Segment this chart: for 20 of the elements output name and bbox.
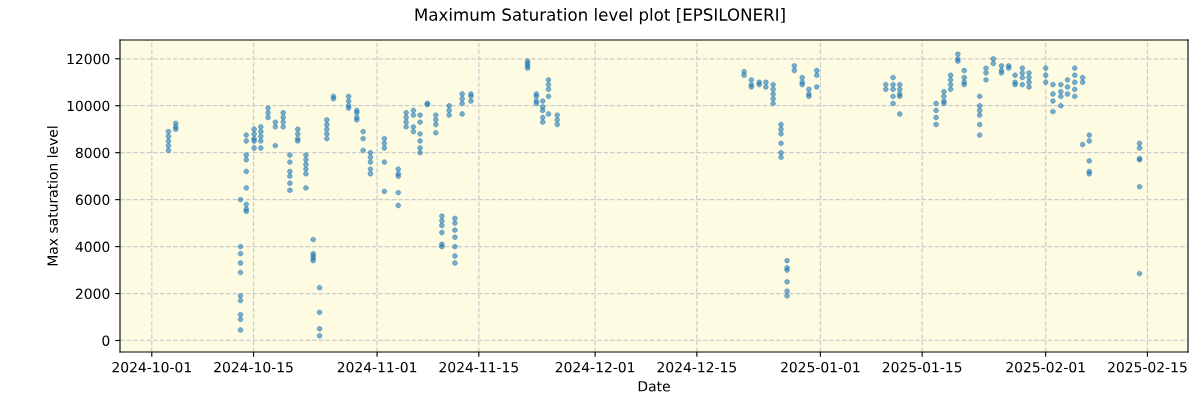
x-tick-label: 2024-11-15 xyxy=(439,361,518,373)
x-tick-label: 2025-01-15 xyxy=(882,361,962,373)
y-axis-title: Max saturation level xyxy=(47,126,58,266)
chart-title: Maximum Saturation level plot [EPSILONERI] xyxy=(415,8,785,25)
x-tick-label: 2025-02-15 xyxy=(1108,361,1187,373)
y-tick-label: 2000 xyxy=(75,288,110,300)
y-tick-label: 8000 xyxy=(75,147,110,159)
x-tick-label: 2025-01-01 xyxy=(781,361,860,373)
x-tick-label: 2025-02-01 xyxy=(1006,361,1085,373)
x-tick-label: 2024-12-15 xyxy=(657,361,736,373)
x-tick-label: 2024-10-01 xyxy=(112,361,191,373)
x-tick-label: 2024-12-01 xyxy=(555,361,635,373)
y-tick-label: 4000 xyxy=(75,241,110,253)
y-tick-label: 10000 xyxy=(67,100,110,112)
x-tick-label: 2024-11-01 xyxy=(337,361,417,373)
y-tick-label: 0 xyxy=(102,335,110,346)
x-tick-label: 2024-10-15 xyxy=(214,361,293,373)
y-tick-label: 6000 xyxy=(75,194,110,206)
x-axis-title: Date xyxy=(638,381,670,392)
y-tick-label: 12000 xyxy=(67,53,110,65)
